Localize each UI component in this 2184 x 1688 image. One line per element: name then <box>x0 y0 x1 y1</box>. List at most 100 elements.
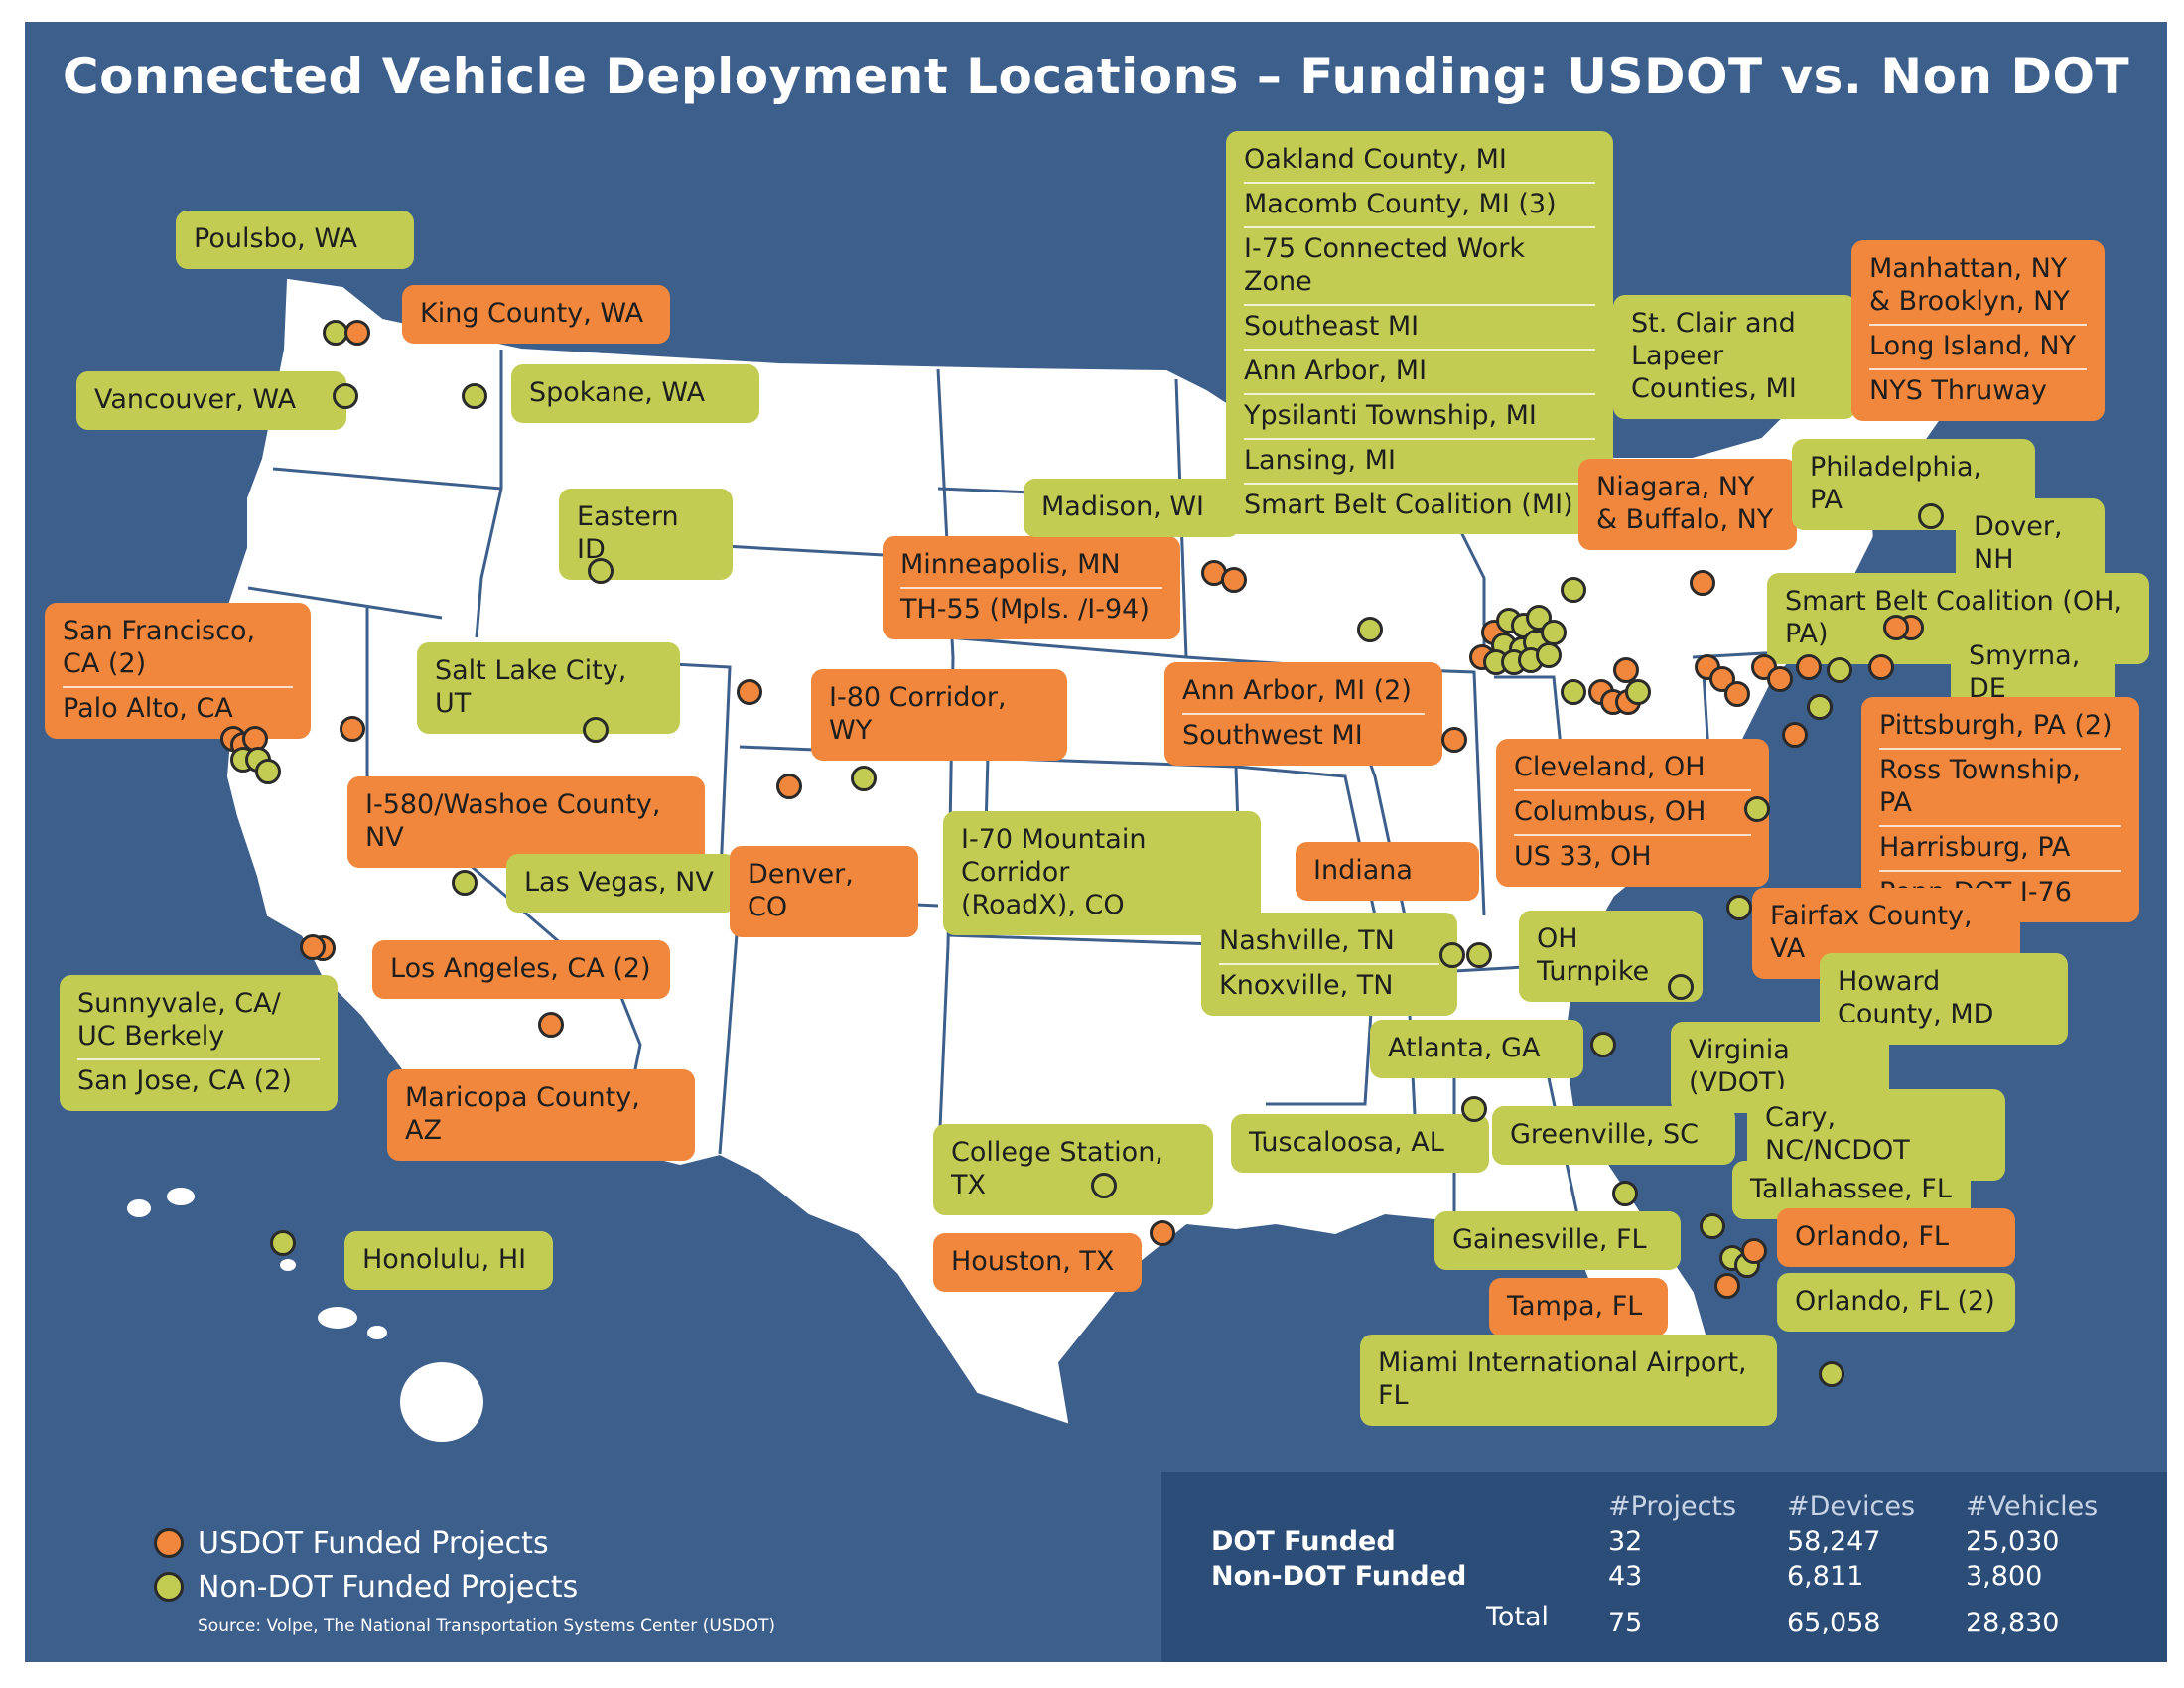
non-dot-location-marker[interactable] <box>1561 679 1586 705</box>
non-dot-location-marker[interactable] <box>1561 577 1586 603</box>
callout-usdot[interactable]: Indiana <box>1296 842 1479 901</box>
callout-non-dot[interactable]: Gainesville, FL <box>1434 1211 1681 1270</box>
callout-non-dot[interactable]: Poulsbo, WA <box>176 211 414 269</box>
callout-label: Ann Arbor, MI <box>1244 348 1595 393</box>
callout-usdot[interactable]: Minneapolis, MN TH-55 (Mpls. /I-94) <box>883 536 1180 639</box>
usdot-location-marker[interactable] <box>776 774 802 799</box>
callout-non-dot[interactable]: Madison, WI <box>1024 479 1240 537</box>
callout-non-dot[interactable]: College Station, TX <box>933 1124 1213 1215</box>
callout-usdot[interactable]: Manhattan, NY & Brooklyn, NY Long Island,… <box>1851 240 2105 421</box>
callout-usdot[interactable]: Ann Arbor, MI (2) Southwest MI <box>1164 662 1442 766</box>
non-dot-location-marker[interactable] <box>270 1230 296 1256</box>
non-dot-location-marker[interactable] <box>1668 974 1694 1000</box>
callout-usdot[interactable]: Tampa, FL <box>1489 1278 1668 1336</box>
callout-non-dot[interactable]: Sunnyvale, CA/ UC Berkely San Jose, CA (2… <box>60 975 338 1111</box>
callout-non-dot[interactable]: Atlanta, GA <box>1370 1020 1583 1078</box>
callout-non-dot[interactable]: Las Vegas, NV <box>506 854 737 913</box>
callout-usdot[interactable]: I-80 Corridor, WY <box>811 669 1067 761</box>
usdot-location-marker[interactable] <box>1741 1238 1767 1264</box>
usdot-location-marker[interactable] <box>1724 681 1750 707</box>
border-or-ca <box>247 586 443 620</box>
non-dot-location-marker[interactable] <box>1526 605 1552 631</box>
callout-non-dot[interactable]: Orlando, FL (2) <box>1777 1273 2015 1332</box>
callout-non-dot[interactable]: Tuscaloosa, AL <box>1231 1114 1489 1173</box>
callout-label: Salt Lake City, UT <box>435 655 627 719</box>
callout-usdot[interactable]: Houston, TX <box>933 1233 1142 1292</box>
callout-usdot[interactable]: Orlando, FL <box>1777 1208 2015 1267</box>
usdot-location-marker[interactable] <box>1796 654 1822 680</box>
non-dot-location-marker[interactable] <box>452 870 478 896</box>
non-dot-location-marker[interactable] <box>1625 679 1651 705</box>
non-dot-location-marker[interactable] <box>1819 1361 1844 1387</box>
usdot-location-marker[interactable] <box>340 716 365 742</box>
non-dot-location-marker[interactable] <box>1612 1181 1638 1206</box>
non-dot-location-marker[interactable] <box>255 759 281 784</box>
usdot-location-marker[interactable] <box>1613 657 1639 683</box>
callout-non-dot[interactable]: Spokane, WA <box>511 364 759 423</box>
callout-label: Poulsbo, WA <box>194 223 358 254</box>
usdot-location-marker[interactable] <box>1690 570 1715 596</box>
usdot-location-marker[interactable] <box>1883 615 1909 640</box>
non-dot-location-marker[interactable] <box>583 717 609 743</box>
callout-usdot[interactable]: San Francisco, CA (2) Palo Alto, CA <box>45 603 311 739</box>
non-dot-location-marker[interactable] <box>1091 1173 1117 1198</box>
non-dot-location-marker[interactable] <box>1541 620 1567 645</box>
callout-usdot[interactable]: Denver, CO <box>730 846 918 937</box>
callout-usdot[interactable]: Cleveland, OH Columbus, OH US 33, OH <box>1496 739 1769 887</box>
non-dot-location-marker[interactable] <box>1590 1032 1616 1057</box>
callout-usdot[interactable]: Niagara, NY & Buffalo, NY <box>1578 459 1797 550</box>
callout-non-dot[interactable]: Howard County, MD <box>1820 953 2068 1045</box>
callout-label: Vancouver, WA <box>94 384 297 415</box>
callout-non-dot[interactable]: Oakland County, MI Macomb County, MI (3) I… <box>1226 131 1613 535</box>
non-dot-location-marker[interactable] <box>1700 1213 1725 1239</box>
non-dot-location-marker[interactable] <box>1461 1096 1487 1122</box>
callout-usdot[interactable]: Pittsburgh, PA (2) Ross Township, PA Harri… <box>1861 697 2139 922</box>
non-dot-location-marker[interactable] <box>1726 895 1752 920</box>
legend-usdot-label: USDOT Funded Projects <box>198 1525 549 1561</box>
hawaii-island-6 <box>400 1362 483 1442</box>
callout-non-dot[interactable]: Vancouver, WA <box>76 371 346 430</box>
non-dot-location-marker[interactable] <box>1536 642 1562 668</box>
non-dot-location-marker[interactable] <box>1827 657 1852 683</box>
non-dot-location-marker[interactable] <box>1466 942 1492 968</box>
usdot-location-marker[interactable] <box>538 1012 564 1038</box>
usdot-location-marker[interactable] <box>1150 1220 1175 1246</box>
non-dot-location-marker[interactable] <box>1807 694 1833 720</box>
non-dot-location-marker[interactable] <box>1357 617 1383 642</box>
non-dot-location-marker[interactable] <box>1918 503 1944 529</box>
usdot-location-marker[interactable] <box>1751 654 1777 680</box>
usdot-location-marker[interactable] <box>1221 567 1247 593</box>
usdot-location-marker[interactable] <box>737 679 762 705</box>
non-dot-location-marker[interactable] <box>333 383 358 409</box>
stats-devices: 6,811 <box>1787 1561 1864 1592</box>
non-dot-location-marker[interactable] <box>1439 942 1465 968</box>
usdot-location-marker[interactable] <box>1441 727 1467 753</box>
callout-label: Miami International Airport, FL <box>1378 1347 1747 1411</box>
usdot-location-marker[interactable] <box>1714 1273 1740 1299</box>
usdot-location-marker[interactable] <box>344 320 370 346</box>
usdot-location-marker[interactable] <box>1767 666 1793 692</box>
usdot-location-marker[interactable] <box>300 934 326 960</box>
non-dot-location-marker[interactable] <box>588 558 614 584</box>
callout-non-dot[interactable]: Miami International Airport, FL <box>1360 1335 1777 1426</box>
callout-non-dot[interactable]: St. Clair and Lapeer Counties, MI <box>1613 295 1856 419</box>
callout-usdot[interactable]: King County, WA <box>402 285 670 344</box>
callout-non-dot[interactable]: Greenville, SC <box>1492 1106 1735 1165</box>
stats-header-devices: #Devices <box>1787 1491 1916 1522</box>
non-dot-location-marker[interactable] <box>851 766 877 791</box>
callout-non-dot[interactable]: Honolulu, HI <box>344 1231 553 1290</box>
callout-usdot[interactable]: Los Angeles, CA (2) <box>372 940 670 999</box>
callout-label: Harrisburg, PA <box>1879 824 2121 870</box>
callout-non-dot[interactable]: Nashville, TN Knoxville, TN <box>1201 913 1457 1016</box>
non-dot-location-marker[interactable] <box>462 383 487 409</box>
callout-non-dot[interactable]: Salt Lake City, UT <box>417 642 680 734</box>
callout-non-dot[interactable]: Eastern ID <box>559 489 733 580</box>
usdot-location-marker[interactable] <box>1868 654 1894 680</box>
usdot-location-marker[interactable] <box>1782 722 1808 748</box>
callout-non-dot[interactable]: I-70 Mountain Corridor (RoadX), CO <box>943 811 1261 935</box>
non-dot-location-marker[interactable] <box>1744 796 1770 822</box>
callout-usdot[interactable]: Fairfax County, VA <box>1752 888 2020 979</box>
callout-usdot[interactable]: I-580/Washoe County, NV <box>347 776 705 868</box>
callout-usdot[interactable]: Maricopa County, AZ <box>387 1069 695 1161</box>
callout-non-dot[interactable]: OH Turnpike <box>1519 911 1703 1002</box>
